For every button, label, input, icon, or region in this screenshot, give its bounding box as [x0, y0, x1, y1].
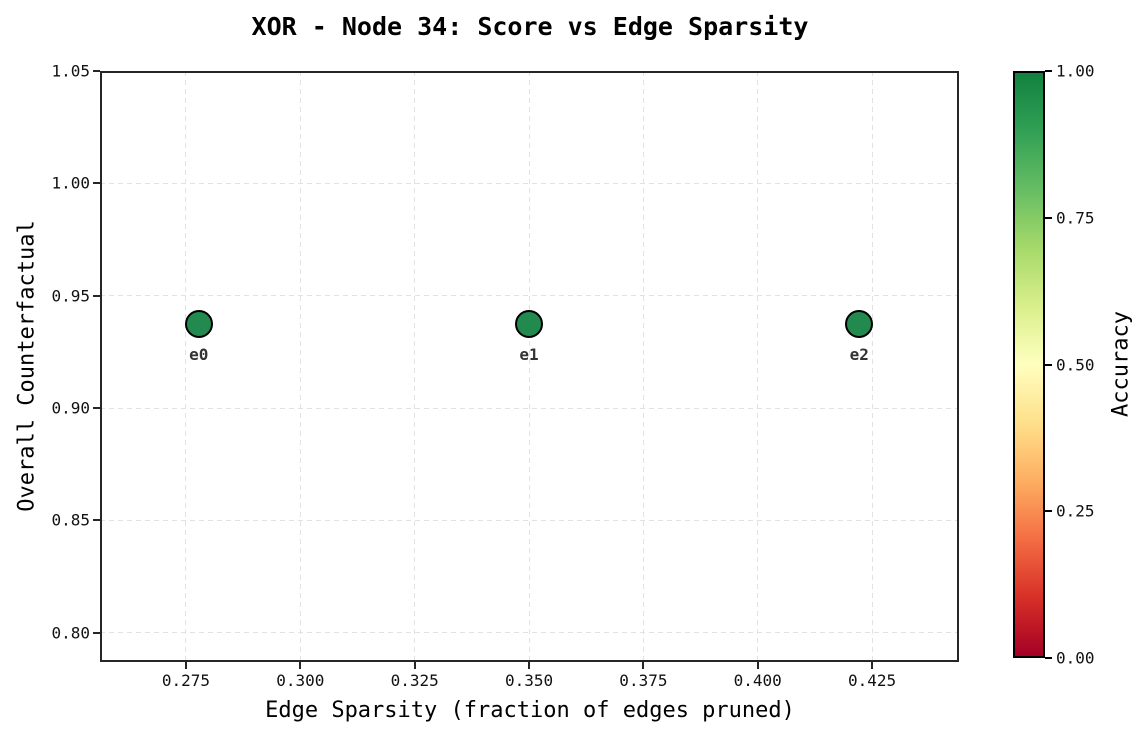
colorbar-tick-label: 0.25 [1056, 501, 1095, 521]
data-point-e1 [515, 309, 544, 338]
x-tick-mark [299, 662, 302, 669]
x-gridline [528, 71, 530, 662]
y-tick-label: 0.85 [51, 510, 90, 530]
x-tick-label: 0.425 [847, 671, 897, 690]
x-gridline [757, 71, 759, 662]
y-tick-mark [93, 294, 100, 297]
x-tick-label: 0.400 [733, 671, 782, 690]
x-tick-mark [642, 662, 645, 669]
chart-title: XOR - Node 34: Score vs Edge Sparsity [251, 12, 809, 41]
colorbar-tick-label: 0.75 [1056, 208, 1095, 228]
y-gridline [100, 407, 959, 409]
x-tick-mark [413, 662, 416, 669]
colorbar-tick-mark [1045, 510, 1052, 513]
x-tick-mark [184, 662, 187, 669]
x-tick-label: 0.275 [161, 671, 211, 690]
point-label-e1: e1 [519, 344, 539, 364]
y-tick-label: 1.05 [51, 61, 90, 81]
y-tick-mark [93, 631, 100, 634]
x-axis-label: Edge Sparsity (fraction of edges pruned) [265, 698, 795, 723]
colorbar-label: Accuracy [1108, 311, 1134, 417]
data-point-e2 [845, 309, 874, 338]
x-tick-mark [528, 662, 531, 669]
point-label-e0: e0 [189, 344, 209, 364]
x-tick-label: 0.300 [276, 671, 325, 690]
x-gridline [871, 71, 873, 662]
y-tick-label: 0.80 [51, 623, 90, 643]
point-label-e2: e2 [849, 344, 869, 364]
y-tick-label: 1.00 [51, 173, 90, 193]
colorbar [1013, 71, 1045, 658]
x-tick-label: 0.325 [390, 671, 439, 690]
y-tick-label: 0.95 [51, 286, 90, 306]
y-gridline [100, 182, 959, 184]
x-tick-mark [756, 662, 759, 669]
colorbar-tick-mark [1045, 70, 1052, 72]
x-gridline [642, 71, 644, 662]
x-gridline [299, 71, 301, 662]
y-tick-mark [93, 519, 100, 522]
x-tick-mark [871, 662, 874, 669]
data-point-e0 [184, 309, 213, 338]
y-tick-mark [93, 182, 100, 185]
colorbar-tick-label: 0.50 [1056, 355, 1095, 374]
x-gridline [185, 71, 187, 662]
colorbar-tick-mark [1045, 657, 1052, 659]
y-tick-mark [93, 407, 100, 410]
y-axis-label: Overall Counterfactual [14, 220, 40, 512]
colorbar-tick-label: 0.00 [1056, 648, 1095, 668]
x-gridline [414, 71, 416, 662]
y-gridline [100, 519, 959, 521]
colorbar-tick-mark [1045, 216, 1052, 219]
colorbar-tick-mark [1045, 363, 1052, 366]
y-tick-mark [93, 70, 100, 72]
y-tick-label: 0.90 [51, 398, 90, 418]
y-gridline [100, 632, 959, 634]
y-gridline [100, 295, 959, 297]
x-tick-label: 0.375 [619, 671, 668, 690]
colorbar-tick-label: 1.00 [1056, 61, 1095, 81]
x-tick-label: 0.350 [504, 671, 554, 690]
